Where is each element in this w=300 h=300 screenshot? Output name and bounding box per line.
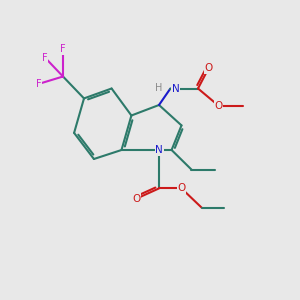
Text: N: N bbox=[155, 145, 163, 155]
Text: F: F bbox=[36, 79, 41, 89]
Text: H: H bbox=[155, 83, 163, 93]
Text: F: F bbox=[60, 44, 66, 55]
Text: O: O bbox=[214, 100, 223, 111]
Text: N: N bbox=[172, 83, 180, 94]
Text: O: O bbox=[204, 63, 213, 74]
Text: O: O bbox=[177, 183, 186, 194]
Text: O: O bbox=[132, 194, 141, 204]
Text: F: F bbox=[42, 52, 48, 63]
